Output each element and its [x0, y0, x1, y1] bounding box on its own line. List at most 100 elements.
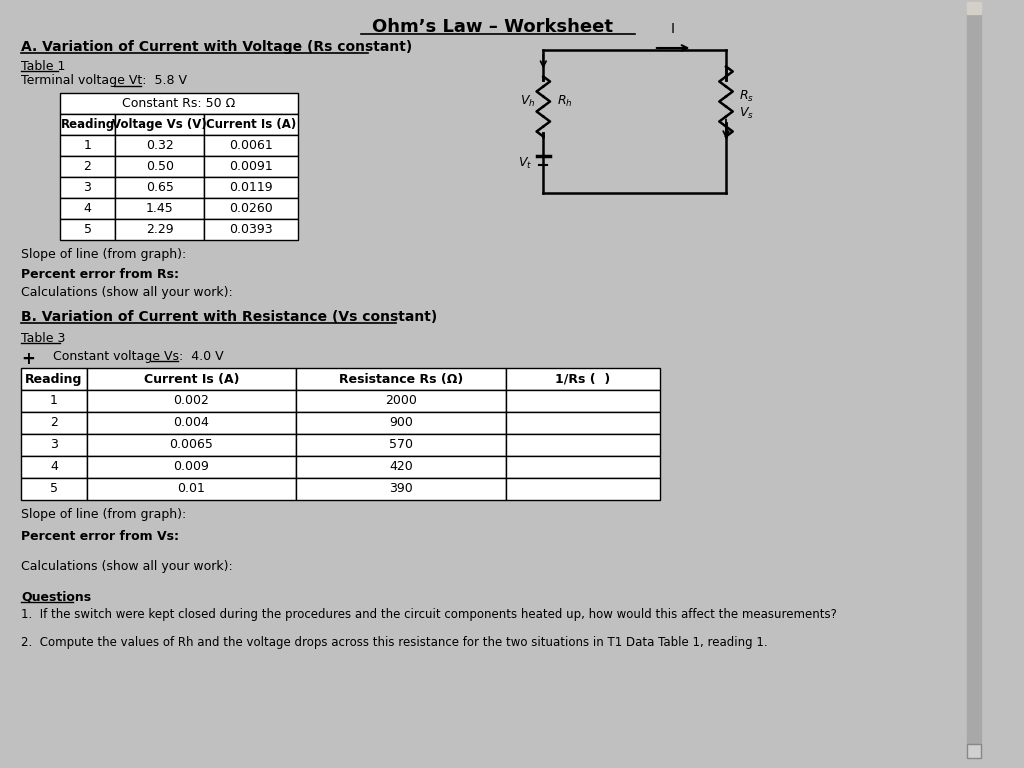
- Bar: [59, 114, 116, 135]
- Text: 0.009: 0.009: [173, 461, 209, 474]
- Bar: [296, 390, 506, 412]
- Text: $V_h$: $V_h$: [520, 94, 536, 109]
- Bar: [116, 156, 204, 177]
- Bar: [87, 478, 296, 500]
- Text: 1.  If the switch were kept closed during the procedures and the circuit compone: 1. If the switch were kept closed during…: [22, 608, 837, 621]
- Text: 2: 2: [84, 160, 91, 173]
- Bar: [204, 198, 298, 219]
- Bar: [59, 219, 116, 240]
- Text: Current Is (A): Current Is (A): [143, 372, 240, 386]
- Text: 4: 4: [50, 461, 57, 474]
- Bar: [116, 177, 204, 198]
- Text: 5: 5: [84, 223, 91, 236]
- Text: 420: 420: [389, 461, 413, 474]
- Bar: [296, 434, 506, 456]
- Text: +: +: [22, 350, 35, 368]
- Bar: [59, 93, 298, 114]
- Text: Current Is (A): Current Is (A): [206, 118, 296, 131]
- Text: B. Variation of Current with Resistance (Vs constant): B. Variation of Current with Resistance …: [22, 310, 437, 324]
- Bar: [296, 456, 506, 478]
- Text: Terminal voltage Vt:  5.8 V: Terminal voltage Vt: 5.8 V: [22, 74, 187, 87]
- Text: 2.  Compute the values of Rh and the voltage drops across this resistance for th: 2. Compute the values of Rh and the volt…: [22, 636, 768, 649]
- Bar: [22, 434, 87, 456]
- Text: 570: 570: [389, 439, 413, 452]
- Text: Resistance Rs (Ω): Resistance Rs (Ω): [339, 372, 463, 386]
- Bar: [87, 390, 296, 412]
- Text: I: I: [671, 22, 675, 36]
- Bar: [116, 114, 204, 135]
- Text: 0.0091: 0.0091: [229, 160, 272, 173]
- Text: 0.65: 0.65: [145, 181, 173, 194]
- Text: 0.002: 0.002: [173, 395, 209, 408]
- Text: 1: 1: [50, 395, 57, 408]
- Text: 1: 1: [84, 139, 91, 152]
- Text: $V_s$: $V_s$: [738, 106, 754, 121]
- Text: 1.45: 1.45: [145, 202, 173, 215]
- Text: Table 1: Table 1: [22, 60, 66, 73]
- Bar: [204, 219, 298, 240]
- Bar: [204, 156, 298, 177]
- Bar: [59, 177, 116, 198]
- Bar: [22, 390, 87, 412]
- Bar: [22, 412, 87, 434]
- Text: Reading: Reading: [26, 372, 83, 386]
- Text: Table 3: Table 3: [22, 332, 66, 345]
- Text: 0.0061: 0.0061: [229, 139, 272, 152]
- Text: 0.004: 0.004: [173, 416, 209, 429]
- Text: 3: 3: [84, 181, 91, 194]
- Bar: [296, 412, 506, 434]
- Text: Percent error from Rs:: Percent error from Rs:: [22, 268, 179, 281]
- Bar: [204, 135, 298, 156]
- Bar: [87, 412, 296, 434]
- Bar: [87, 456, 296, 478]
- Bar: [116, 219, 204, 240]
- Text: 0.0393: 0.0393: [229, 223, 272, 236]
- Bar: [59, 198, 116, 219]
- Text: Calculations (show all your work):: Calculations (show all your work):: [22, 560, 232, 573]
- Bar: [22, 456, 87, 478]
- Text: Ohm’s Law – Worksheet: Ohm’s Law – Worksheet: [372, 18, 612, 36]
- Text: Questions: Questions: [22, 590, 91, 603]
- Text: 390: 390: [389, 482, 413, 495]
- Text: Calculations (show all your work):: Calculations (show all your work):: [22, 286, 232, 299]
- Bar: [968, 10, 981, 758]
- Bar: [296, 478, 506, 500]
- Bar: [59, 156, 116, 177]
- Bar: [204, 114, 298, 135]
- Bar: [506, 478, 659, 500]
- Text: Voltage Vs (V): Voltage Vs (V): [113, 118, 207, 131]
- Bar: [22, 478, 87, 500]
- Bar: [506, 434, 659, 456]
- Bar: [87, 434, 296, 456]
- Bar: [506, 456, 659, 478]
- Text: 900: 900: [389, 416, 413, 429]
- Bar: [968, 2, 981, 14]
- Text: 0.50: 0.50: [145, 160, 174, 173]
- Bar: [59, 135, 116, 156]
- Text: 2000: 2000: [385, 395, 417, 408]
- Text: 5: 5: [50, 482, 57, 495]
- Bar: [968, 746, 981, 758]
- Text: Percent error from Vs:: Percent error from Vs:: [22, 530, 179, 543]
- Bar: [204, 177, 298, 198]
- Text: 0.01: 0.01: [177, 482, 205, 495]
- Bar: [506, 412, 659, 434]
- Bar: [968, 744, 981, 758]
- Bar: [506, 390, 659, 412]
- Text: 2: 2: [50, 416, 57, 429]
- Text: 2.29: 2.29: [145, 223, 173, 236]
- Text: Slope of line (from graph):: Slope of line (from graph):: [22, 248, 186, 261]
- Text: 4: 4: [84, 202, 91, 215]
- Text: Constant voltage Vs:  4.0 V: Constant voltage Vs: 4.0 V: [53, 350, 223, 363]
- Text: 0.0260: 0.0260: [229, 202, 272, 215]
- Bar: [506, 368, 659, 390]
- Bar: [116, 135, 204, 156]
- Text: 0.0065: 0.0065: [169, 439, 213, 452]
- Text: 0.0119: 0.0119: [229, 181, 272, 194]
- Text: 1/Rs (  ): 1/Rs ( ): [555, 372, 610, 386]
- Bar: [87, 368, 296, 390]
- Text: A. Variation of Current with Voltage (Rs constant): A. Variation of Current with Voltage (Rs…: [22, 40, 413, 54]
- Bar: [22, 368, 87, 390]
- Text: $R_s$: $R_s$: [738, 89, 754, 104]
- Text: 3: 3: [50, 439, 57, 452]
